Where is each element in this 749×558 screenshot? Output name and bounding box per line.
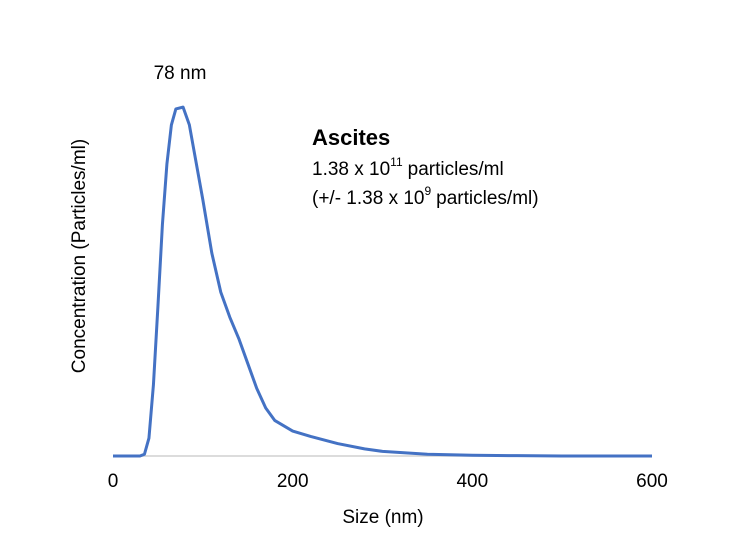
x-tick-label: 0 (108, 471, 119, 492)
y-axis-title: Concentration (Particles/ml) (69, 139, 90, 373)
concentration-base: 1.38 x 10 (312, 159, 390, 180)
x-axis-title: Size (nm) (342, 507, 423, 528)
error-unit: particles/ml) (436, 188, 538, 209)
data-line (113, 105, 652, 458)
sample-title: Ascites (312, 125, 390, 150)
peak-label: 78 nm (154, 63, 207, 84)
error: (+/- 1.38 x 109 particles/ml) (312, 184, 539, 209)
x-tick-label: 600 (636, 471, 668, 492)
concentration-unit: particles/ml (408, 159, 504, 180)
x-tick-label: 400 (456, 471, 488, 492)
concentration: 1.38 x 1011 particles/ml (312, 155, 504, 180)
concentration-exponent: 11 (390, 155, 403, 169)
error-exponent: 9 (424, 184, 431, 198)
x-tick-label: 200 (277, 471, 309, 492)
error-open: (+/- 1.38 x 10 (312, 188, 424, 209)
